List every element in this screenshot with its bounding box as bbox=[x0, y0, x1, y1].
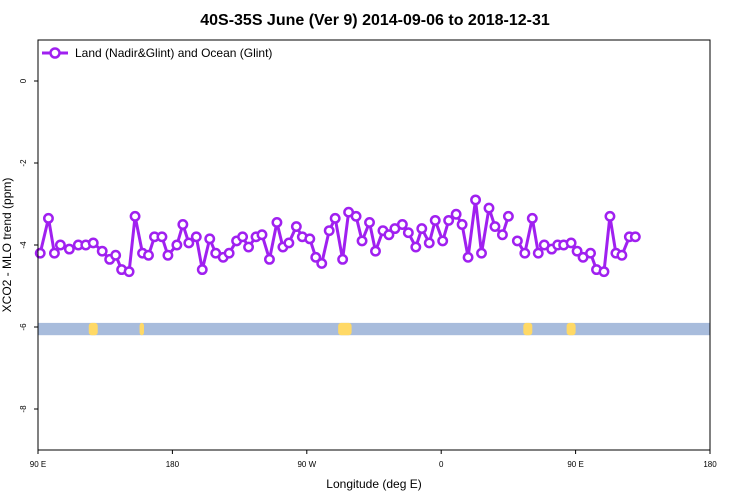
data-point bbox=[502, 210, 514, 222]
data-point bbox=[156, 231, 168, 243]
data-point bbox=[396, 219, 408, 230]
data-point bbox=[256, 229, 268, 241]
data-point bbox=[616, 249, 628, 261]
y-tick-label: -2 bbox=[19, 159, 28, 167]
x-tick-label: 90 E bbox=[30, 460, 46, 469]
data-point bbox=[190, 231, 202, 243]
x-axis-label: Longitude (deg E) bbox=[326, 477, 421, 491]
data-point bbox=[450, 208, 462, 220]
data-point bbox=[565, 237, 577, 249]
data-point bbox=[171, 239, 183, 251]
data-point bbox=[571, 245, 583, 257]
data-point bbox=[598, 266, 610, 278]
data-point bbox=[356, 235, 368, 247]
x-tick-label: 180 bbox=[166, 460, 180, 469]
x-tick-label: 180 bbox=[703, 460, 717, 469]
land-patch bbox=[139, 322, 145, 336]
data-point bbox=[243, 241, 255, 253]
y-axis: 0 -2 -4 -6 -8 bbox=[19, 78, 38, 413]
land-ocean-band bbox=[38, 322, 710, 336]
legend-swatch-marker bbox=[49, 47, 61, 59]
data-point bbox=[87, 237, 99, 249]
data-point bbox=[383, 229, 395, 241]
y-tick-label: -8 bbox=[19, 405, 28, 413]
land-patch bbox=[566, 322, 576, 336]
data-point bbox=[34, 247, 46, 259]
x-axis: 90 E 180 90 W 0 90 E 180 bbox=[30, 450, 717, 469]
data-point bbox=[370, 245, 381, 257]
chart-title: 40S-35S June (Ver 9) 2014-09-06 to 2018-… bbox=[200, 12, 550, 29]
data-point bbox=[310, 251, 322, 263]
data-point bbox=[283, 237, 295, 249]
data-point bbox=[290, 221, 302, 233]
data-point bbox=[204, 233, 216, 245]
data-point bbox=[423, 237, 435, 249]
data-point bbox=[456, 219, 468, 230]
data-point bbox=[629, 231, 641, 243]
data-point bbox=[96, 245, 108, 257]
data-point bbox=[511, 235, 523, 247]
ocean-band bbox=[38, 322, 710, 336]
data-point bbox=[48, 247, 60, 259]
data-point bbox=[63, 243, 75, 255]
y-tick-label: -6 bbox=[19, 323, 28, 331]
data-point bbox=[54, 239, 66, 251]
data-point bbox=[443, 214, 455, 226]
data-point bbox=[476, 247, 487, 259]
data-point bbox=[519, 247, 531, 259]
land-patch bbox=[88, 322, 98, 336]
y-tick-label: -4 bbox=[19, 241, 28, 249]
data-point bbox=[316, 258, 328, 269]
data-point bbox=[437, 235, 449, 247]
data-point bbox=[323, 225, 335, 237]
data-point bbox=[43, 212, 54, 224]
data-point bbox=[237, 231, 249, 243]
data-point bbox=[410, 241, 422, 253]
land-patch bbox=[523, 322, 533, 336]
data-point bbox=[496, 229, 508, 241]
y-tick-label: 0 bbox=[19, 78, 28, 83]
data-point bbox=[304, 233, 316, 245]
x-tick-label: 90 E bbox=[567, 460, 583, 469]
data-point bbox=[110, 249, 122, 261]
data-point bbox=[604, 210, 616, 222]
data-point bbox=[196, 264, 208, 276]
data-point bbox=[429, 214, 441, 226]
x-tick-label: 0 bbox=[439, 460, 444, 469]
data-point bbox=[350, 210, 362, 222]
data-point bbox=[483, 202, 495, 214]
data-point bbox=[329, 212, 341, 224]
data-point bbox=[364, 217, 375, 228]
data-point bbox=[177, 219, 189, 230]
y-axis-label: XCO2 - MLO trend (ppm) bbox=[0, 178, 14, 313]
legend: Land (Nadir&Glint) and Ocean (Glint) bbox=[42, 46, 272, 60]
data-point bbox=[123, 266, 135, 278]
data-point bbox=[183, 237, 195, 249]
data-point bbox=[470, 194, 481, 206]
data-point bbox=[129, 210, 141, 222]
data-point bbox=[489, 221, 501, 233]
data-point bbox=[402, 227, 414, 239]
data-point bbox=[264, 253, 275, 265]
data-point bbox=[532, 247, 544, 259]
data-point bbox=[526, 212, 538, 224]
data-point bbox=[223, 247, 235, 259]
x-tick-label: 90 W bbox=[297, 460, 316, 469]
data-point bbox=[162, 249, 174, 261]
legend-label: Land (Nadir&Glint) and Ocean (Glint) bbox=[75, 46, 272, 60]
data-point bbox=[143, 249, 154, 261]
data-point bbox=[585, 247, 596, 259]
land-patch bbox=[338, 322, 352, 336]
data-point bbox=[337, 253, 349, 265]
data-point bbox=[462, 251, 474, 263]
data-point bbox=[416, 223, 428, 235]
series-layer bbox=[34, 194, 641, 278]
data-point bbox=[271, 217, 283, 228]
